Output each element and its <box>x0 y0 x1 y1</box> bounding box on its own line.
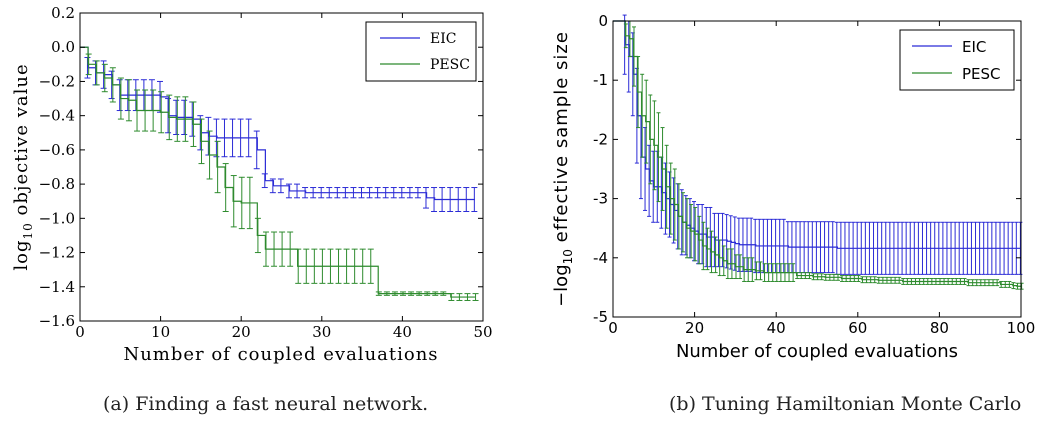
chart-b-pesc-errorbar <box>1019 282 1024 290</box>
chart-a-xtick-label: 20 <box>232 323 251 341</box>
chart-a-ylabel-sub: 10 <box>21 222 35 239</box>
chart-b-xtick-label: 100 <box>1007 319 1036 337</box>
chart-a-pesc-line <box>80 46 475 298</box>
chart-b-legend-eic: EIC <box>962 38 986 56</box>
chart-b: 0 20 40 60 80 100 0 -1 -2 -3 -4 -5 EIC PESC Number … <box>551 12 1035 415</box>
chart-b-ylabel-sub: 10 <box>561 249 575 264</box>
chart-a-xtick-label: 40 <box>393 323 412 341</box>
chart-a-legend-eic: EIC <box>430 31 456 47</box>
chart-b-legend-pesc: PESC <box>962 65 1001 83</box>
chart-a-ytick-label: −1.6 <box>39 312 75 330</box>
chart-a-xtick-label: 50 <box>473 323 492 341</box>
chart-b-ytick-label: -4 <box>593 249 608 267</box>
chart-a-xlabel: Number of coupled evaluations <box>123 344 438 365</box>
chart-a-ylabel-prefix: log <box>11 240 32 271</box>
chart-b-ytick-label: -3 <box>593 190 608 208</box>
chart-b-xtick-label: 80 <box>930 319 949 337</box>
chart-b-xtick-label: 40 <box>767 319 786 337</box>
chart-a-ytick-label: −0.8 <box>39 175 75 193</box>
chart-a-legend-box <box>365 21 477 82</box>
chart-a-legend-pesc: PESC <box>430 57 470 73</box>
chart-a-ticks: 0 10 20 30 40 50 0.2 0.0 −0.2 −0.4 −0.6 −0.8 −1.0 −1.… <box>39 4 493 341</box>
chart-a-ytick-label: −1.2 <box>39 244 75 262</box>
chart-a-series <box>80 46 479 301</box>
chart-a-xtick-label: 10 <box>151 323 170 341</box>
chart-b-pesc-line <box>613 20 1021 287</box>
chart-b-ytick-label: -2 <box>593 130 608 148</box>
chart-b-ytick-label: -5 <box>593 308 608 326</box>
chart-a-ytick-label: 0.2 <box>51 4 75 22</box>
chart-a-ytick-label: −0.2 <box>39 72 75 90</box>
chart-b-xtick-label: 20 <box>685 319 704 337</box>
chart-b-legend: EIC PESC <box>899 29 1015 91</box>
chart-b-legend-box <box>899 29 1015 91</box>
chart-a-xtick-label: 30 <box>312 323 331 341</box>
chart-a-ytick-label: −1.0 <box>39 209 75 227</box>
chart-b-ticks: 0 20 40 60 80 100 0 -1 -2 -3 -4 -5 <box>593 12 1035 337</box>
chart-b-ytick-label: -1 <box>593 71 608 89</box>
chart-b-ylabel: −log10 effective sample size <box>551 31 575 307</box>
chart-a-ytick-label: −0.4 <box>39 107 75 125</box>
chart-b-ytick-label: 0 <box>598 12 608 30</box>
chart-a-legend: EIC PESC <box>365 21 477 82</box>
chart-b-xtick-label: 60 <box>848 319 867 337</box>
chart-a-ytick-label: −0.6 <box>39 141 75 159</box>
chart-b-xtick-label: 0 <box>608 319 618 337</box>
chart-a-pesc-errorbar <box>472 293 479 301</box>
chart-b-series-pesc <box>613 20 1024 290</box>
chart-a-xtick-label: 0 <box>75 323 85 341</box>
chart-a: 0 10 20 30 40 50 0.2 0.0 −0.2 −0.4 −0.6 −0.8 −1.0 −1.… <box>11 4 493 415</box>
chart-a-eic-line <box>80 46 475 201</box>
chart-b-series <box>613 14 1024 290</box>
chart-a-ylabel: log10 objective value <box>11 63 35 270</box>
chart-b-xlabel: Number of coupled evaluations <box>676 341 958 362</box>
chart-b-caption: (b) Tuning Hamiltonian Monte Carlo <box>669 393 1021 415</box>
chart-b-plot-frame <box>612 20 1022 318</box>
chart-a-caption: (a) Finding a fast neural network. <box>103 393 428 415</box>
chart-a-ytick-label: −1.4 <box>39 278 75 296</box>
chart-a-ytick-label: 0.0 <box>51 38 75 56</box>
chart-b-ylabel-suffix: effective sample size <box>551 31 572 249</box>
chart-b-ylabel-prefix: −log <box>551 264 572 307</box>
chart-a-plot-frame <box>79 12 484 322</box>
chart-a-ylabel-suffix: objective value <box>11 63 32 222</box>
chart-a-series-eic <box>80 46 478 212</box>
chart-a-series-pesc <box>80 46 479 301</box>
